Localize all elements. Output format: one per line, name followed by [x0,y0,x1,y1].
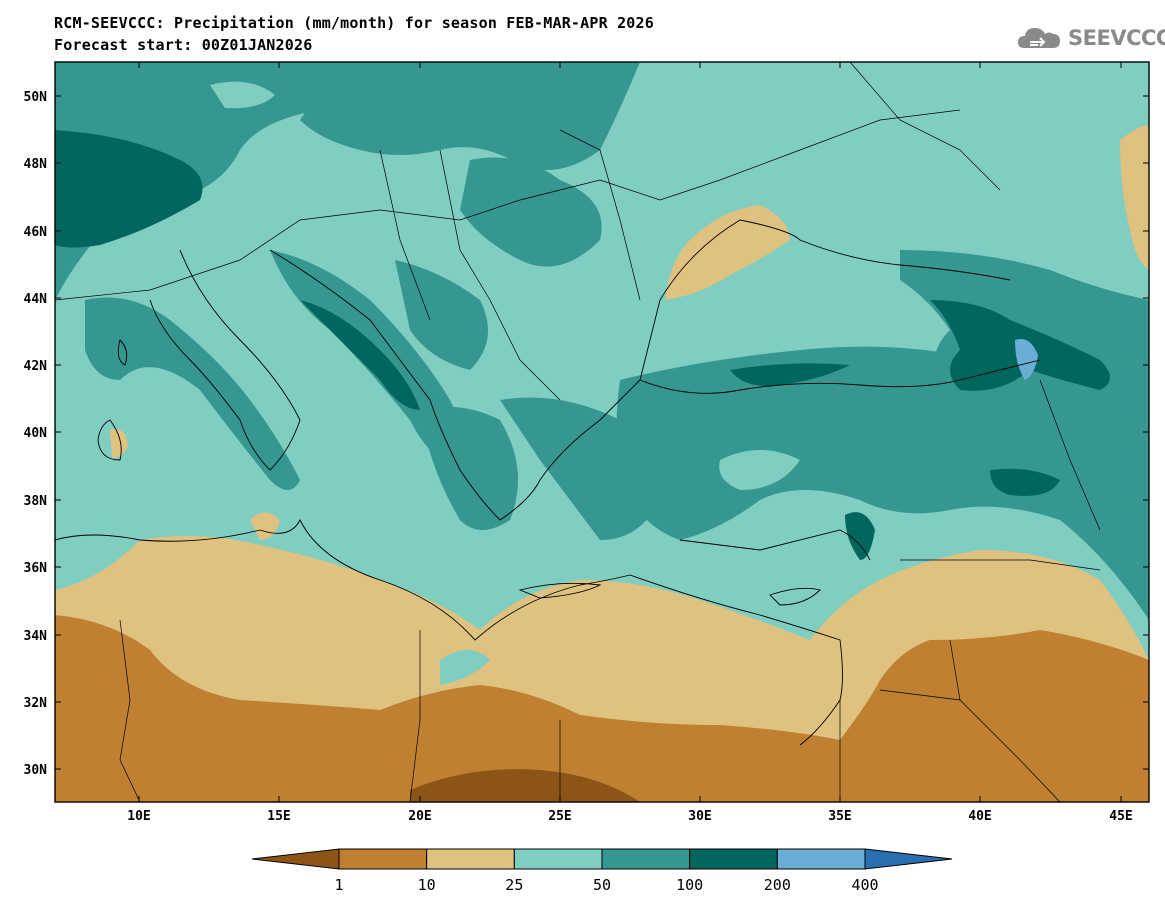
colorbar-swatch [601,848,691,870]
colorbar-level-label: 400 [851,876,878,894]
colorbar-level-label: 200 [764,876,791,894]
lat-tick-label: 32N [24,696,48,711]
region-400-plus [1015,339,1038,380]
lat-tick-label: 48N [24,157,48,172]
lon-tick-label: 35E [828,809,851,820]
lon-tick-label: 10E [127,809,150,820]
region-200-400-alps [55,130,203,248]
precipitation-map: 50N 48N 46N 44N 42N 40N 38N 36N 34N 32N … [24,61,1150,820]
colorbar-swatch [776,848,866,870]
longitude-axis: 10E 15E 20E 25E 30E 35E 40E 45E [127,62,1133,820]
logo-text: SEEVCCC [1068,26,1165,50]
colorbar-swatch [513,848,603,870]
region-100-200-anatolia [616,346,1149,620]
lat-tick-label: 36N [24,561,48,576]
lat-tick-label: 46N [24,225,48,240]
region-1-10 [55,615,1149,802]
colorbar-level-label: 100 [676,876,703,894]
region-below-1 [410,769,640,802]
lon-tick-label: 30E [688,809,711,820]
colorbar-swatch [426,848,515,870]
lat-tick-label: 42N [24,359,48,374]
colorbar-swatch [689,848,778,870]
lat-tick-label: 40N [24,426,48,441]
lon-tick-label: 20E [408,809,431,820]
lon-tick-label: 45E [1109,809,1132,820]
colorbar-swatch [864,848,953,870]
lat-tick-label: 50N [24,90,48,105]
latitude-axis: 50N 48N 46N 44N 42N 40N 38N 36N 34N 32N … [24,90,1149,778]
lat-tick-label: 38N [24,494,48,509]
region-10-25-blacksea [665,205,790,300]
lat-tick-label: 44N [24,292,48,307]
colorbar-level-label: 50 [593,876,611,894]
colorbar-swatch [251,848,340,870]
forecast-start-label: Forecast start: 00Z01JAN2026 [54,36,313,54]
lon-tick-label: 40E [968,809,991,820]
lat-tick-label: 30N [24,763,48,778]
colorbar-level-label: 1 [334,876,343,894]
lon-tick-label: 25E [548,809,571,820]
colorbar-level-label: 10 [418,876,436,894]
map-title: RCM-SEEVCCC: Precipitation (mm/month) fo… [54,14,654,32]
colorbar-level-label: 25 [505,876,523,894]
country-borders [55,62,1101,802]
lat-tick-label: 34N [24,629,48,644]
lon-tick-label: 15E [267,809,290,820]
coastlines [55,219,1041,746]
cloud-icon [1018,28,1060,48]
colorbar-swatch [338,848,428,870]
seevccc-logo: SEEVCCC [1016,22,1165,56]
region-100-200-alps [55,62,380,300]
